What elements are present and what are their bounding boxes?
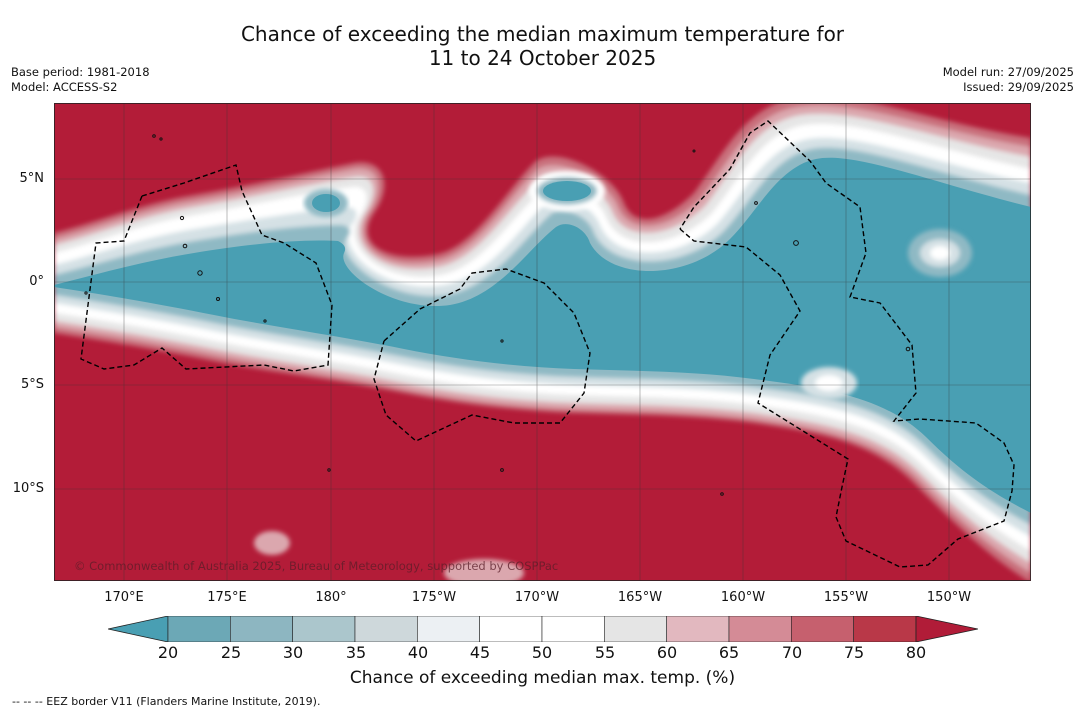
cbar-tick-35: 35 [345, 643, 367, 662]
colorbar-label: Chance of exceeding median max. temp. (%… [349, 668, 736, 688]
run-info: Model run: 27/09/2025 Issued: 29/09/2025 [943, 65, 1074, 95]
lat-label-0: 0° [29, 274, 44, 289]
cbar-tick-80: 80 [905, 643, 927, 662]
lon-label-165w: 165°W [617, 590, 663, 605]
lon-label-170w: 170°W [514, 590, 560, 605]
colorbar-cell [604, 616, 667, 642]
colorbar-cell [417, 616, 480, 642]
cbar-tick-20: 20 [157, 643, 179, 662]
model-name: Model: ACCESS-S2 [11, 80, 118, 94]
cbar-tick-25: 25 [220, 643, 242, 662]
colorbar-cell [541, 616, 605, 642]
colorbar-cell [230, 616, 293, 642]
cbar-tick-30: 30 [282, 643, 304, 662]
colorbar-extend-high [915, 616, 978, 642]
issued-date: Issued: 29/09/2025 [963, 80, 1074, 94]
warm-patch-east [908, 229, 972, 277]
colorbar-cell [666, 616, 730, 642]
eez-borders [80, 120, 1015, 568]
colorbar-cell [479, 616, 543, 642]
cbar-tick-45: 45 [469, 643, 491, 662]
graticule [54, 103, 1031, 581]
cool-core [54, 157, 1031, 513]
colorbar-cell [167, 616, 231, 642]
lon-label-155w: 155°W [823, 590, 869, 605]
warm-patch-south [801, 367, 857, 399]
cool-patch-south [254, 531, 524, 581]
copyright-notice: © Commonwealth of Australia 2025, Bureau… [74, 559, 559, 573]
model-run-date: Model run: 27/09/2025 [942, 65, 1074, 79]
colorbar-cell [354, 616, 418, 642]
lon-label-170e: 170°E [104, 590, 144, 605]
lon-label-180: 180° [315, 590, 347, 605]
colorbar-cell [728, 616, 792, 642]
model-info: Base period: 1981-2018 Model: ACCESS-S2 [11, 65, 150, 95]
title-line-1: Chance of exceeding the median maximum t… [240, 22, 845, 46]
cbar-tick-75: 75 [843, 643, 865, 662]
colorbar-cell [791, 616, 854, 642]
cool-blob-north-core [543, 181, 591, 201]
lon-label-150w: 150°W [926, 590, 972, 605]
islands [84, 134, 911, 496]
lon-label-160w: 160°W [720, 590, 766, 605]
map-frame [54, 103, 1031, 581]
eez-legend: -- -- -- EEZ border V11 (Flanders Marine… [12, 695, 321, 708]
lat-label-10s: 10°S [12, 481, 44, 496]
cbar-tick-70: 70 [781, 643, 803, 662]
colorbar-cell [292, 616, 356, 642]
map-title: Chance of exceeding the median maximum t… [0, 22, 1085, 70]
lat-label-5n: 5°N [19, 171, 45, 186]
lat-label-5s: 5°S [20, 377, 44, 392]
temperature-map [54, 103, 1031, 581]
cbar-tick-50: 50 [531, 643, 553, 662]
colorbar [108, 616, 978, 642]
cool-blob-nw-core [312, 194, 340, 212]
lon-label-175w: 175°W [411, 590, 457, 605]
cbar-tick-55: 55 [594, 643, 616, 662]
cbar-tick-65: 65 [718, 643, 740, 662]
base-period: Base period: 1981-2018 [11, 65, 150, 79]
cbar-tick-40: 40 [407, 643, 429, 662]
colorbar-cell [853, 616, 917, 642]
colorbar-extend-low [108, 616, 169, 642]
cbar-tick-60: 60 [656, 643, 678, 662]
lon-label-175e: 175°E [207, 590, 247, 605]
title-line-2: 11 to 24 October 2025 [428, 46, 657, 70]
